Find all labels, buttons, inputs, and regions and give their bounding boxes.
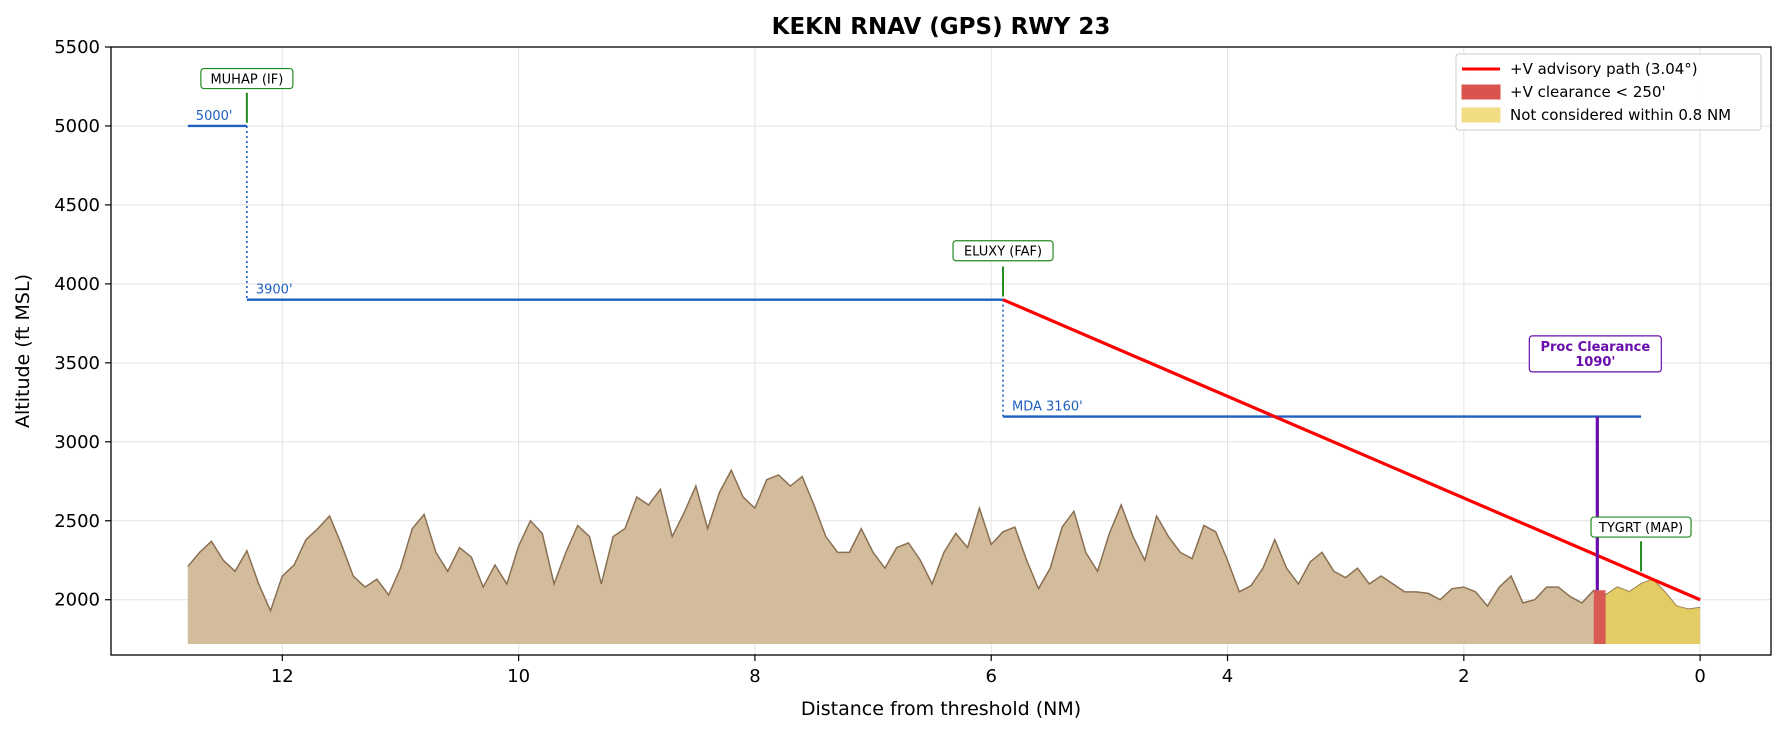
advisory-path-line xyxy=(1002,298,1701,602)
altitude-step-label: 3900' xyxy=(256,283,293,298)
y-tick-label: 4000 xyxy=(54,274,100,295)
y-tick-label: 3000 xyxy=(54,432,100,453)
y-tick-label: 3500 xyxy=(54,353,100,374)
fix-label-box xyxy=(200,67,294,90)
fixes: MUHAP (IF) ELUXY (FAF) TYGRT (MAP) xyxy=(200,67,1692,572)
clearance-below-250-zone xyxy=(1593,590,1606,644)
legend-entry-label: +V clearance < 250' xyxy=(1510,83,1666,101)
legend-swatch-patch xyxy=(1461,84,1501,100)
y-tick-label: 2500 xyxy=(54,511,100,532)
altitude-step-label: MDA 3160' xyxy=(1012,400,1083,415)
fix-label: ELUXY (FAF) xyxy=(964,245,1042,260)
terrain xyxy=(187,468,1701,644)
fix-label: MUHAP (IF) xyxy=(210,73,283,88)
advisory-path-layer xyxy=(1002,298,1701,602)
fix-label-box xyxy=(1590,516,1692,538)
x-tick-label: 6 xyxy=(985,666,996,687)
y-axis-title: Altitude (ft MSL) xyxy=(12,274,34,428)
x-tick-label: 12 xyxy=(271,666,294,687)
x-tick-label: 0 xyxy=(1694,666,1705,687)
terrain-profile-line xyxy=(187,468,1701,613)
x-axis-title: Distance from threshold (NM) xyxy=(801,698,1081,720)
altitude-step-label: 5000' xyxy=(196,109,233,124)
fix-label: TYGRT (MAP) xyxy=(1598,521,1683,536)
legend-swatch-patch xyxy=(1461,107,1501,123)
x-tick-label: 2 xyxy=(1458,666,1469,687)
y-tick-label: 5500 xyxy=(54,37,100,58)
y-axis: 2000 2500 3000 3500 4000 4500 5000 5500 xyxy=(54,37,111,611)
proc-clearance-box xyxy=(1528,335,1662,373)
legend: +V advisory path (3.04°) +V clearance < 2… xyxy=(1455,53,1762,131)
x-axis: 12 10 8 6 4 2 0 xyxy=(271,655,1706,687)
y-tick-label: 2000 xyxy=(54,590,100,611)
terrain-area xyxy=(187,470,1701,644)
x-tick-label: 10 xyxy=(507,666,530,687)
fix-label-box xyxy=(952,240,1054,262)
x-tick-label: 4 xyxy=(1222,666,1233,687)
y-tick-label: 4500 xyxy=(54,195,100,216)
chart-title: KEKN RNAV (GPS) RWY 23 xyxy=(772,14,1111,40)
legend-entry-label: Not considered within 0.8 NM xyxy=(1510,106,1731,124)
legend-entry-label: +V advisory path (3.04°) xyxy=(1510,60,1698,78)
proc-clearance-value: 1090' xyxy=(1575,355,1615,370)
proc-clearance-title: Proc Clearance xyxy=(1540,340,1650,355)
plot-frame xyxy=(110,46,1772,656)
x-tick-label: 8 xyxy=(749,666,760,687)
legend-box xyxy=(1455,53,1762,131)
altitude-steps: 5000' 3900' MDA 3160' xyxy=(187,109,1642,418)
y-tick-label: 5000 xyxy=(54,116,100,137)
